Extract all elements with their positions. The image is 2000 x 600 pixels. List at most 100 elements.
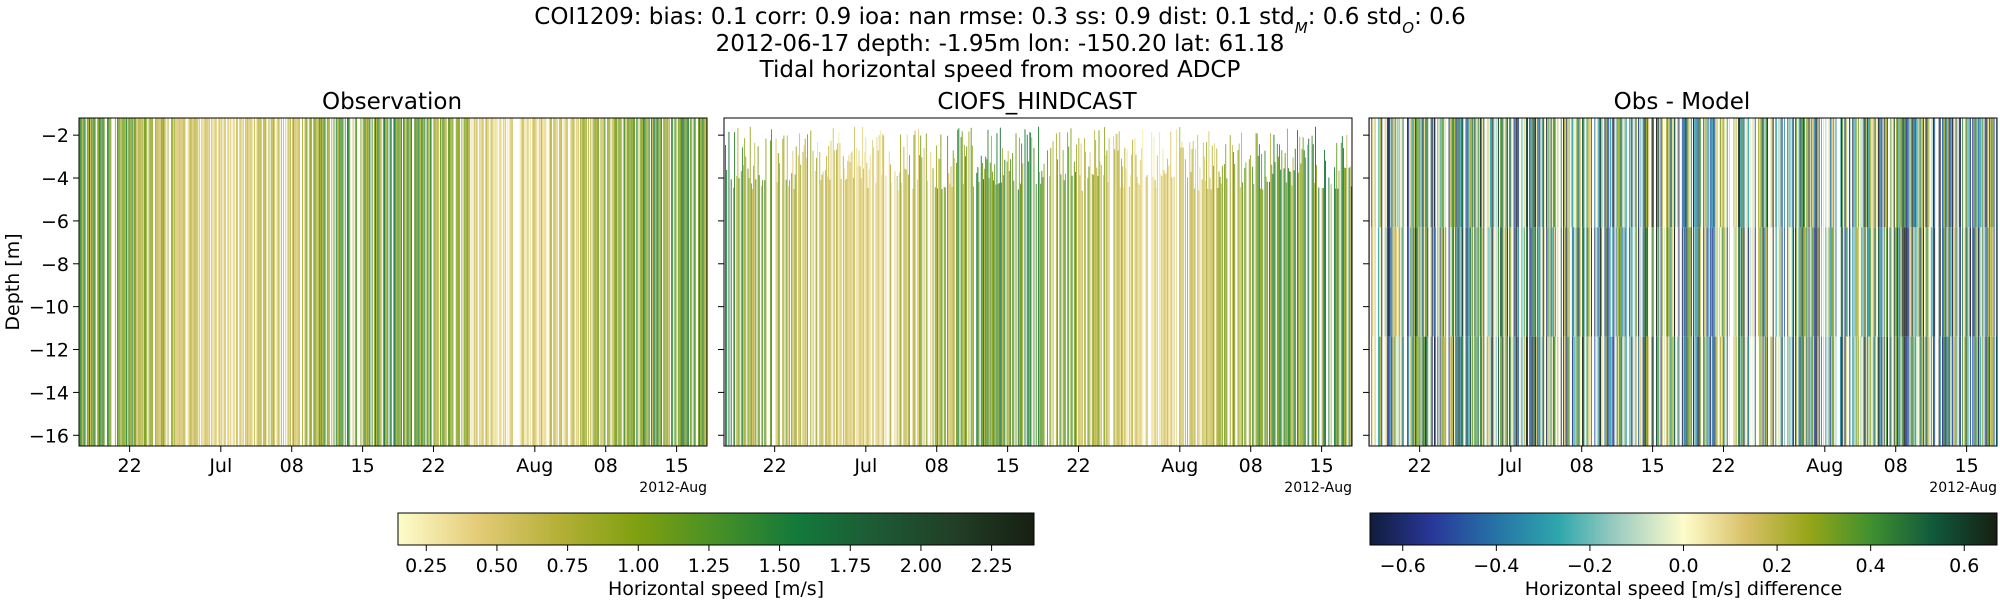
heatmap-cell — [1667, 227, 1669, 337]
heatmap-cell — [1695, 227, 1697, 337]
heatmap-cell — [1394, 227, 1396, 337]
heatmap-cell — [1884, 118, 1886, 228]
y-tick-label: −8 — [41, 254, 69, 276]
heatmap-cell — [1897, 336, 1899, 446]
heatmap-cell — [1399, 227, 1401, 337]
heatmap-cell — [135, 118, 136, 446]
heatmap-cell — [1610, 227, 1612, 337]
heatmap-cell — [1965, 336, 1967, 446]
heatmap-cell — [1765, 118, 1767, 228]
heatmap-cell — [1807, 336, 1809, 446]
heatmap-cell — [1388, 118, 1389, 228]
heatmap-cell — [1958, 118, 1960, 228]
heatmap-cell — [1481, 118, 1483, 228]
heatmap-cell — [1915, 118, 1917, 228]
heatmap-cell — [1914, 336, 1915, 446]
heatmap-cell — [1500, 227, 1502, 337]
heatmap-cell — [451, 118, 453, 446]
heatmap-cell — [1493, 118, 1495, 228]
heatmap-cell — [1591, 227, 1592, 337]
heatmap-cell — [1712, 336, 1714, 446]
heatmap-cell — [1799, 227, 1801, 337]
heatmap-cell — [240, 118, 242, 446]
heatmap-cell — [221, 118, 223, 446]
heatmap-cell — [584, 118, 586, 446]
heatmap-cell — [1885, 336, 1887, 446]
heatmap-cell — [1582, 227, 1583, 337]
heatmap-cell — [1816, 336, 1818, 446]
heatmap-cell — [1779, 118, 1781, 228]
heatmap-cell — [1136, 176, 1138, 447]
heatmap-cell — [1455, 227, 1457, 337]
heatmap-cell — [101, 118, 103, 446]
heatmap-cell — [802, 151, 804, 446]
heatmap-cell — [1395, 227, 1397, 337]
heatmap-cell — [1639, 336, 1641, 446]
heatmap-cell — [732, 187, 734, 446]
heatmap-cell — [156, 118, 158, 446]
heatmap-cell — [1140, 159, 1141, 446]
heatmap-cell — [1443, 336, 1444, 446]
heatmap-cell — [898, 172, 900, 446]
heatmap-cell — [1735, 118, 1737, 228]
heatmap-cell — [1515, 118, 1517, 228]
heatmap-cell — [335, 118, 337, 446]
heatmap-cell — [1656, 227, 1657, 337]
heatmap-cell — [744, 138, 746, 446]
heatmap-cell — [1497, 118, 1499, 228]
heatmap-cell — [164, 118, 166, 446]
heatmap-cell — [1845, 118, 1847, 228]
heatmap-cell — [1866, 118, 1868, 228]
heatmap-cell — [1537, 336, 1539, 446]
heatmap-cell — [1202, 142, 1204, 446]
colorbar-label: Horizontal speed [m/s] difference — [1525, 578, 1843, 600]
heatmap-cell — [1384, 336, 1386, 446]
heatmap-cell — [597, 118, 598, 446]
heatmap-cell — [1483, 336, 1485, 446]
heatmap-cell — [1744, 227, 1746, 337]
heatmap-cell — [1096, 167, 1098, 446]
heatmap-cell — [1852, 118, 1854, 228]
heatmap-cell — [1711, 118, 1712, 228]
heatmap-cell — [1713, 118, 1715, 228]
heatmap-cell — [431, 118, 433, 446]
heatmap-cell — [1742, 336, 1744, 446]
heatmap-cell — [1949, 336, 1951, 446]
axes-frame — [78, 117, 708, 447]
heatmap-cell — [1758, 336, 1760, 446]
y-tick-label: −2 — [41, 125, 69, 147]
heatmap-cell — [1740, 227, 1742, 337]
heatmap-cell — [1638, 336, 1640, 446]
heatmap-cell — [341, 118, 343, 446]
heatmap-cell — [661, 118, 662, 446]
heatmap-cell — [1787, 336, 1789, 446]
heatmap-cell — [1848, 118, 1850, 228]
heatmap-cell — [1698, 227, 1700, 337]
heatmap-cell — [664, 118, 666, 446]
heatmap-cell — [1873, 336, 1875, 446]
heatmap-cell — [1853, 118, 1855, 228]
heatmap-cell — [1440, 227, 1442, 337]
heatmap-cell — [1547, 118, 1549, 228]
heatmap-cell — [873, 147, 875, 446]
heatmap-cell — [1916, 336, 1918, 446]
heatmap-cell — [1799, 336, 1801, 446]
heatmap-cell — [1455, 336, 1457, 446]
heatmap-cell — [1288, 168, 1289, 447]
heatmap-cell — [100, 118, 102, 446]
heatmap-cell — [1735, 227, 1737, 337]
heatmap-cell — [1760, 336, 1762, 446]
heatmap-cell — [1925, 227, 1927, 337]
heatmap-cell — [553, 118, 555, 446]
heatmap-cell — [881, 174, 882, 446]
heatmap-cell — [1488, 336, 1490, 446]
heatmap-cell — [1078, 138, 1080, 446]
heatmap-cell — [203, 118, 205, 446]
heatmap-cell — [588, 118, 590, 446]
heatmap-cell — [1660, 118, 1662, 228]
heatmap-cell — [1905, 118, 1906, 228]
heatmap-cell — [1597, 118, 1599, 228]
heatmap-cell — [1555, 336, 1557, 446]
heatmap-cell — [167, 118, 169, 446]
